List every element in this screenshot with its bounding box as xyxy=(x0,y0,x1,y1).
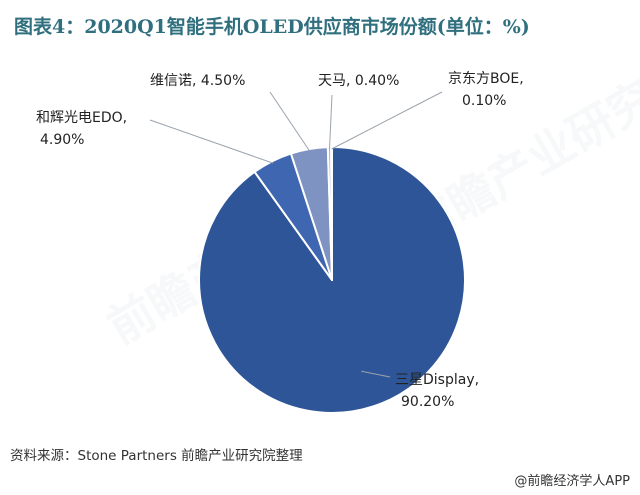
slice-label-3: 天马, 0.40% xyxy=(318,73,399,89)
source-note: 资料来源：Stone Partners 前瞻产业研究院整理 xyxy=(10,448,303,464)
slice-labels: 三星Display, 90.20% 和辉光电EDO, 4.90% 维信诺, 4.50% 天… xyxy=(36,71,524,410)
slice-label-1: 和辉光电EDO, xyxy=(36,110,127,126)
slice-label-0: 三星Display, xyxy=(395,372,479,388)
slice-value-0: 90.20% xyxy=(401,394,454,410)
leader-line-2 xyxy=(269,91,310,152)
chart-title: 图表4：2020Q1智能手机OLED供应商市场份额(单位：%) xyxy=(14,16,530,38)
pie-slice-4 xyxy=(330,145,333,281)
slice-value-1: 4.90% xyxy=(40,132,84,148)
leader-line-0 xyxy=(361,370,391,378)
slice-label-2: 维信诺, 4.50% xyxy=(150,73,245,89)
slice-label-4: 京东方BOE, xyxy=(448,71,524,87)
leader-lines xyxy=(149,91,443,378)
leader-line-3 xyxy=(329,94,333,150)
leader-line-1 xyxy=(149,119,274,164)
pie-slices xyxy=(198,145,466,414)
credit-note: @前瞻经济学人APP xyxy=(514,474,630,489)
leader-line-4 xyxy=(331,91,443,150)
slice-value-4: 0.10% xyxy=(462,93,506,109)
